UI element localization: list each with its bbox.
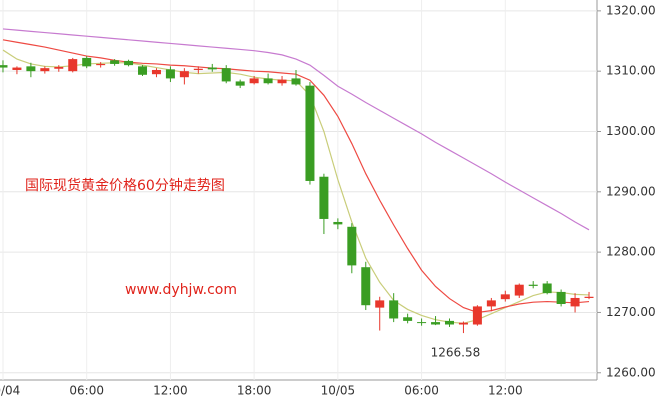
candle-body [542, 283, 552, 294]
y-tick-label: 1290.00 [606, 184, 656, 198]
candle-body [12, 67, 22, 70]
low-price-label: 1266.58 [431, 346, 481, 360]
y-tick-label: 1270.00 [606, 305, 656, 319]
x-tick-label: 12:00 [153, 384, 188, 398]
candle-body [26, 66, 36, 72]
candle-body [124, 60, 134, 66]
x-tick-label: 06:00 [404, 384, 439, 398]
x-tick-label: 18:00 [237, 384, 272, 398]
candle-body [207, 67, 217, 70]
candle-body [0, 65, 8, 68]
candle-body [96, 63, 106, 66]
candle-body [151, 69, 161, 75]
x-tick-label: 06:00 [69, 384, 104, 398]
candle-body [333, 221, 343, 225]
candle-body [556, 291, 566, 304]
candle-body [486, 300, 496, 307]
moving-average-line [2, 28, 590, 231]
y-tick-label: 1260.00 [606, 365, 656, 379]
candle-body [514, 284, 524, 296]
x-tick-label: 10/04 [0, 384, 20, 398]
candle-body [263, 78, 273, 84]
candle-body [277, 79, 287, 84]
y-tick-label: 1300.00 [606, 124, 656, 138]
candle-body [528, 284, 538, 286]
candle-body [431, 322, 441, 325]
candle-body [389, 300, 399, 319]
candle-body [82, 57, 92, 67]
candle-body [570, 297, 580, 307]
candle-body [417, 322, 427, 324]
candle-body [40, 68, 50, 72]
candle-body [375, 300, 385, 308]
candle-body [347, 226, 357, 266]
candle-body [319, 176, 329, 219]
y-tick-label: 1320.00 [606, 3, 656, 17]
candle-body [458, 322, 468, 325]
y-tick-label: 1280.00 [606, 245, 656, 259]
watermark: www.dyhjw.com [125, 282, 237, 298]
x-tick-label: 12:00 [488, 384, 523, 398]
chart-title: 国际现货黄金价格60分钟走势图 [25, 177, 225, 194]
candle-body [361, 267, 371, 306]
y-tick-label: 1310.00 [606, 64, 656, 78]
candle-body [305, 85, 315, 181]
candle-body [221, 68, 231, 82]
candle-body [249, 78, 259, 84]
candle-body [235, 81, 245, 86]
candle-body [193, 68, 203, 70]
candle-body [138, 66, 148, 75]
candle-body [291, 78, 301, 85]
candle-body [165, 69, 175, 79]
candle-body [444, 320, 454, 325]
candle-body [54, 66, 64, 69]
candle-body [68, 59, 78, 72]
candle-body [500, 294, 510, 300]
candle-body [403, 317, 413, 321]
candle-body [179, 71, 189, 78]
candle-body [472, 306, 482, 325]
candle-body [584, 296, 594, 298]
x-tick-label: 10/05 [321, 384, 356, 398]
candle-body [110, 60, 120, 64]
